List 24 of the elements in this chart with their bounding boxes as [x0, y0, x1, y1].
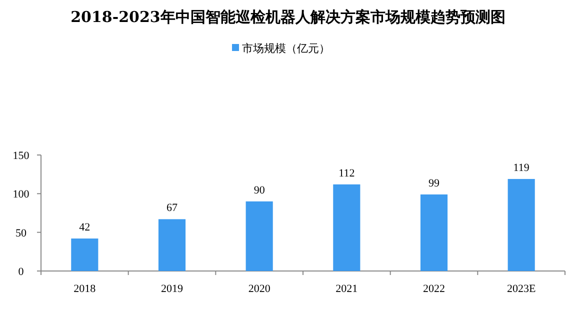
x-tick-label: 2020: [248, 283, 271, 295]
bar: [508, 178, 535, 271]
chart-title: 2018-2023年中国智能巡检机器人解决方案市场规模趋势预测图: [70, 8, 506, 26]
x-tick-label: 2021: [336, 283, 358, 295]
y-tick-label: 100: [12, 188, 30, 201]
bar: [420, 194, 448, 271]
bar: [333, 184, 360, 271]
x-tick-label: 2019: [161, 283, 184, 295]
bar: [246, 201, 273, 271]
data-label: 42: [79, 222, 90, 234]
bar: [71, 238, 98, 271]
y-tick-label: 0: [18, 266, 24, 278]
y-tick-label: 50: [16, 227, 27, 240]
x-tick-label: 2022: [423, 283, 445, 295]
data-label: 112: [338, 167, 355, 180]
bar: [158, 219, 186, 271]
x-tick-label: 2023E: [506, 283, 536, 295]
data-label: 67: [166, 202, 178, 214]
data-label: 99: [428, 177, 440, 190]
legend-label: 市场规模（亿元）: [242, 42, 330, 55]
data-label: 90: [254, 184, 266, 196]
x-tick-label: 2018: [74, 283, 96, 295]
y-tick-label: 150: [12, 150, 30, 162]
data-label: 119: [513, 162, 530, 174]
